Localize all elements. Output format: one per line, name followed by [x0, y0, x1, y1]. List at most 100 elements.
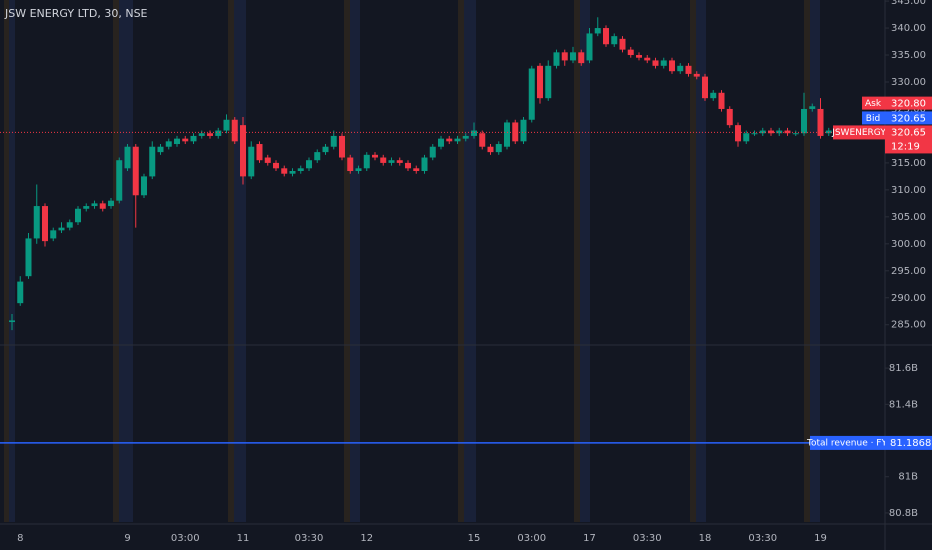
candle-body [545, 65, 552, 99]
candle-body [380, 157, 387, 163]
candle-body [231, 119, 238, 142]
candle-body [330, 135, 337, 147]
candle-body [751, 133, 758, 135]
candle-body [702, 76, 708, 99]
candle-body [165, 141, 172, 147]
y-tick-label: 285.00 [891, 320, 926, 331]
indicator-name: Total revenue · FY [806, 438, 887, 448]
candle-body [479, 133, 486, 147]
y-tick-label: 81.6B [889, 363, 918, 374]
candle-body [809, 106, 816, 109]
y-tick-label: 295.00 [891, 266, 926, 277]
candle-body [421, 157, 428, 171]
candle-body [17, 281, 24, 304]
symbol-tag [833, 125, 885, 140]
candle-body [339, 135, 345, 158]
bid-label: 320.65 [891, 113, 926, 124]
x-tick-label: 03:30 [295, 533, 324, 544]
x-tick-label: 19 [814, 533, 827, 544]
band [690, 0, 696, 522]
candle-body [759, 130, 766, 134]
candle-body [215, 130, 222, 136]
candle-body [429, 146, 436, 158]
candle-body [9, 320, 15, 323]
candle-body [735, 125, 741, 142]
candle-body [25, 238, 32, 277]
band [458, 0, 464, 522]
candle-body [99, 203, 106, 209]
countdown: 12:19 [891, 141, 920, 152]
candle-body [570, 52, 576, 61]
candle-body [817, 108, 824, 136]
candle-body [561, 52, 568, 61]
x-tick-label: 03:00 [171, 533, 200, 544]
band [119, 0, 133, 522]
candle-body [504, 122, 510, 147]
x-tick-label: 17 [583, 533, 596, 544]
candle-body [578, 52, 585, 64]
candle-body [66, 222, 73, 228]
band [113, 0, 119, 522]
candle-body [314, 152, 321, 161]
candle-body [405, 162, 411, 169]
candle-body [42, 206, 48, 242]
candle-body [198, 133, 205, 136]
candle-body [528, 68, 535, 120]
candle-body [182, 138, 189, 142]
candle-body [652, 60, 659, 66]
candle-body [157, 146, 164, 153]
candle-body [306, 160, 312, 169]
x-tick-label: 03:30 [633, 533, 662, 544]
band [234, 0, 246, 522]
candle-body [726, 108, 733, 126]
session-bands [4, 0, 820, 522]
x-tick-label: 11 [237, 533, 250, 544]
candle-body [471, 130, 477, 136]
candle-body [636, 55, 642, 58]
candle-body [619, 38, 626, 50]
band [4, 0, 9, 522]
band [228, 0, 234, 522]
x-tick-label: 18 [699, 533, 712, 544]
candle-body [248, 146, 255, 177]
candle-body [801, 108, 807, 134]
candle-body [322, 146, 329, 153]
candle-body [83, 206, 90, 209]
candle-body [58, 227, 65, 231]
ask-label: 320.80 [891, 99, 926, 110]
y-tick-label: 345.00 [891, 0, 926, 7]
y-tick-label: 81B [898, 472, 918, 483]
candle-body [372, 154, 378, 158]
candle-body [718, 92, 725, 109]
candle-body [141, 176, 147, 196]
candle-body [289, 171, 296, 174]
candle-body [281, 168, 288, 174]
candle-body [273, 162, 279, 169]
candle-body [792, 133, 799, 135]
candle-body [520, 119, 527, 142]
y-tick-label: 305.00 [891, 212, 926, 223]
candle-body [91, 203, 98, 207]
candle-body [495, 144, 502, 153]
indicator-value-box [885, 435, 932, 450]
band [350, 0, 360, 522]
y-tick-label: 340.00 [891, 23, 926, 34]
y-tick-label: 330.00 [891, 77, 926, 88]
candle-body [240, 125, 246, 177]
candle-body [710, 92, 717, 99]
x-tick-label: 8 [17, 533, 23, 544]
candle-body [132, 146, 139, 196]
indicator-name-box [810, 435, 885, 450]
ask-name-box [862, 96, 885, 110]
candle-body [594, 28, 601, 34]
candle-body [603, 28, 609, 45]
candle-body [174, 138, 180, 145]
y-tick-label: 315.00 [891, 158, 926, 169]
candle-body [454, 138, 461, 142]
bid-name: Bid [866, 114, 880, 124]
chart-title: JSW ENERGY LTD, 30, NSE [4, 7, 148, 20]
candle-body [33, 206, 40, 239]
y-tick-label: 335.00 [891, 50, 926, 61]
candle-body [825, 130, 832, 134]
